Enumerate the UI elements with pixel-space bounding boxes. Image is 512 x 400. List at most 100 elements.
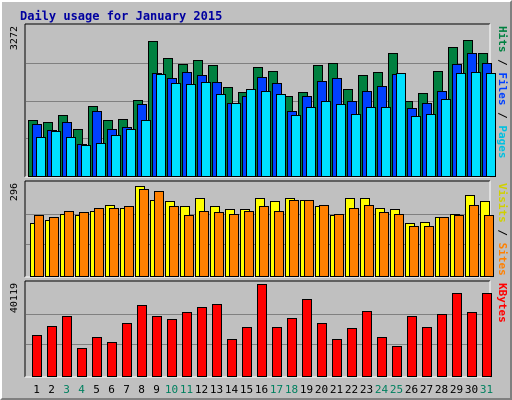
bar-kbytes-day-10 <box>167 319 177 377</box>
x-tick-label-day-15: 15 <box>240 383 253 396</box>
legend-files: Files <box>496 72 509 105</box>
x-tick-label-day-5: 5 <box>93 383 100 396</box>
bar-pages-day-13 <box>216 94 226 177</box>
bar-kbytes-day-4 <box>77 348 87 377</box>
bar-kbytes-day-21 <box>332 339 342 377</box>
bar-pages-day-4 <box>81 145 91 177</box>
x-tick-label-day-13: 13 <box>210 383 223 396</box>
bar-sites-day-18 <box>289 200 299 277</box>
bar-sites-day-4 <box>79 212 89 277</box>
bar-kbytes-day-28 <box>437 314 447 377</box>
x-tick-label-day-3: 3 <box>63 383 70 396</box>
bar-kbytes-day-1 <box>32 335 42 377</box>
bar-pages-day-17 <box>276 94 286 177</box>
x-tick-label-day-27: 27 <box>420 383 433 396</box>
bar-kbytes-day-16 <box>257 284 267 377</box>
x-tick-label-day-21: 21 <box>330 383 343 396</box>
bar-sites-day-24 <box>379 212 389 277</box>
legend-separator: / <box>496 223 509 243</box>
bar-sites-day-14 <box>229 214 239 277</box>
bar-pages-day-14 <box>231 103 241 177</box>
bar-pages-day-10 <box>171 83 181 177</box>
bar-sites-day-8 <box>139 189 149 277</box>
x-tick-label-day-22: 22 <box>345 383 358 396</box>
x-tick-label-day-16: 16 <box>255 383 268 396</box>
bar-kbytes-day-12 <box>197 307 207 377</box>
bar-sites-day-3 <box>64 211 74 277</box>
bar-pages-day-20 <box>321 101 331 177</box>
bar-sites-day-12 <box>199 211 209 277</box>
x-tick-label-day-30: 30 <box>465 383 478 396</box>
legend-visits: Visits <box>496 183 509 223</box>
bar-sites-day-11 <box>184 215 194 277</box>
bar-sites-day-9 <box>154 191 164 277</box>
bar-sites-day-22 <box>349 208 359 277</box>
bar-pages-day-24 <box>381 107 391 177</box>
bar-pages-day-5 <box>96 143 106 177</box>
bar-kbytes-day-8 <box>137 305 147 377</box>
x-tick-label-day-11: 11 <box>180 383 193 396</box>
chart-title: Daily usage for January 2015 <box>20 9 223 23</box>
bar-pages-day-9 <box>156 74 166 177</box>
bar-kbytes-day-14 <box>227 339 237 377</box>
x-tick-label-day-17: 17 <box>270 383 283 396</box>
bar-pages-day-29 <box>456 73 466 177</box>
bar-sites-day-28 <box>439 217 449 277</box>
bar-sites-day-6 <box>109 208 119 277</box>
bar-kbytes-day-6 <box>107 342 117 377</box>
bar-pages-day-27 <box>426 114 436 177</box>
bar-pages-day-28 <box>441 99 451 177</box>
x-tick-label-day-12: 12 <box>195 383 208 396</box>
x-tick-label-day-19: 19 <box>300 383 313 396</box>
bar-pages-day-25 <box>396 73 406 177</box>
legend-separator: / <box>496 106 509 126</box>
bar-pages-day-2 <box>51 131 61 177</box>
bar-pages-day-8 <box>141 120 151 177</box>
legend-pages: Pages <box>496 125 509 158</box>
bar-pages-day-6 <box>111 135 121 177</box>
bar-kbytes-day-11 <box>182 312 192 377</box>
bar-sites-day-1 <box>34 215 44 277</box>
bar-pages-day-16 <box>261 91 271 177</box>
bar-pages-day-11 <box>186 84 196 177</box>
bar-sites-day-31 <box>484 215 494 277</box>
bar-sites-day-10 <box>169 206 179 277</box>
bar-pages-day-26 <box>411 116 421 177</box>
bar-sites-day-17 <box>274 211 284 277</box>
bar-kbytes-day-29 <box>452 293 462 377</box>
y-max-label: 3272 <box>9 26 20 50</box>
x-tick-label-day-2: 2 <box>48 383 55 396</box>
bar-pages-day-18 <box>291 115 301 177</box>
legend-hits: Hits <box>496 26 509 53</box>
x-tick-label-day-7: 7 <box>123 383 130 396</box>
x-tick-label-day-23: 23 <box>360 383 373 396</box>
bar-kbytes-day-19 <box>302 299 312 377</box>
bar-sites-day-5 <box>94 208 104 277</box>
bar-kbytes-day-2 <box>47 326 57 377</box>
bar-kbytes-day-5 <box>92 337 102 377</box>
bar-kbytes-day-24 <box>377 337 387 377</box>
bar-sites-day-26 <box>409 226 419 277</box>
bar-kbytes-day-7 <box>122 323 132 377</box>
bar-sites-day-20 <box>319 205 329 277</box>
bar-kbytes-day-26 <box>407 316 417 377</box>
bar-pages-day-15 <box>246 89 256 177</box>
bar-pages-day-12 <box>201 82 211 177</box>
bar-pages-day-7 <box>126 129 136 177</box>
bar-sites-day-16 <box>259 206 269 277</box>
x-tick-label-day-6: 6 <box>108 383 115 396</box>
bar-kbytes-day-30 <box>467 312 477 377</box>
y-max-label: 296 <box>9 183 20 201</box>
x-tick-label-day-29: 29 <box>450 383 463 396</box>
x-tick-label-day-20: 20 <box>315 383 328 396</box>
bar-kbytes-day-17 <box>272 327 282 377</box>
bar-kbytes-day-15 <box>242 327 252 377</box>
x-tick-label-day-9: 9 <box>153 383 160 396</box>
bar-pages-day-22 <box>351 114 361 177</box>
bar-sites-day-19 <box>304 200 314 277</box>
bar-pages-day-21 <box>336 104 346 177</box>
y-max-label: 40119 <box>9 283 20 313</box>
x-tick-label-day-14: 14 <box>225 383 239 396</box>
bar-sites-day-27 <box>424 226 434 277</box>
bar-kbytes-day-25 <box>392 346 402 377</box>
